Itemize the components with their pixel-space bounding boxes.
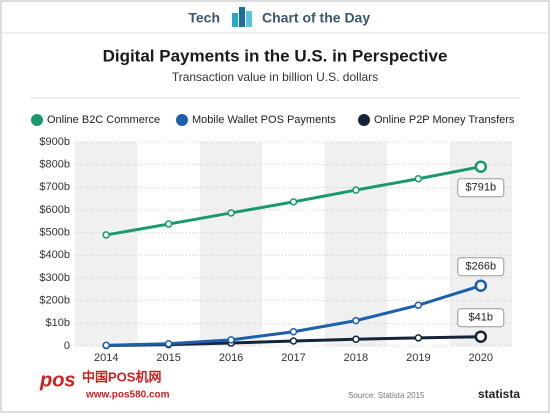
watermark-url: www.pos580.com bbox=[85, 390, 170, 401]
data-point bbox=[474, 279, 488, 292]
chart-subtitle: Transaction value in billion U.S. dollar… bbox=[172, 70, 378, 84]
data-point bbox=[102, 231, 110, 239]
value-label-box bbox=[457, 178, 505, 198]
y-tick-label: $500b bbox=[39, 227, 70, 239]
legend-swatch bbox=[176, 114, 188, 126]
value-label-box bbox=[457, 308, 505, 328]
data-point bbox=[414, 301, 423, 309]
data-point bbox=[352, 186, 360, 194]
data-point bbox=[102, 341, 110, 350]
x-tick-label: 2014 bbox=[94, 352, 118, 364]
data-point bbox=[289, 198, 298, 206]
brand-left: Tech bbox=[188, 10, 220, 26]
data-point bbox=[289, 327, 298, 336]
y-tick-label: $700b bbox=[39, 181, 70, 193]
column-band bbox=[199, 142, 263, 346]
legend-swatch bbox=[31, 114, 43, 126]
column-band bbox=[324, 142, 388, 346]
value-label: $41b bbox=[469, 312, 493, 324]
logo: statista bbox=[478, 387, 520, 401]
brand-icon bbox=[232, 7, 252, 27]
legend-label: Mobile Wallet POS Payments bbox=[192, 114, 336, 126]
source: Source: Statista 2015 bbox=[348, 391, 425, 400]
legend-label: Online B2C Commerce bbox=[47, 114, 160, 126]
data-point bbox=[164, 220, 173, 228]
y-tick-label: $400b bbox=[39, 249, 70, 261]
x-tick-label: 2018 bbox=[344, 352, 368, 364]
column-band bbox=[75, 142, 138, 346]
value-label: $791b bbox=[465, 182, 496, 194]
data-point bbox=[352, 316, 360, 325]
x-tick-label: 2015 bbox=[156, 352, 180, 364]
data-point bbox=[164, 339, 173, 348]
y-tick-label: $600b bbox=[39, 204, 70, 216]
legend-swatch bbox=[358, 114, 370, 126]
data-point bbox=[414, 174, 423, 183]
y-tick-label: $200b bbox=[39, 295, 70, 307]
x-tick-label: 2019 bbox=[406, 352, 430, 364]
watermark-logo: pos bbox=[39, 369, 76, 391]
x-tick-label: 2016 bbox=[219, 352, 243, 364]
chart-title: Digital Payments in the U.S. in Perspect… bbox=[103, 46, 448, 65]
brand-right: Chart of the Day bbox=[262, 10, 370, 26]
data-point bbox=[474, 330, 488, 343]
value-label: $266b bbox=[465, 261, 496, 273]
y-tick-label: $300b bbox=[39, 272, 70, 284]
data-point bbox=[227, 336, 235, 344]
y-tick-label: $800b bbox=[39, 159, 70, 171]
y-tick-label: $900b bbox=[39, 136, 70, 148]
data-point bbox=[474, 160, 488, 173]
data-point bbox=[352, 335, 360, 343]
x-tick-label: 2017 bbox=[281, 352, 305, 364]
data-point bbox=[227, 209, 235, 217]
legend-label: Online P2P Money Transfers bbox=[374, 114, 515, 126]
x-tick-label: 2020 bbox=[469, 352, 493, 364]
y-tick-label: 0 bbox=[64, 340, 70, 352]
data-point bbox=[414, 334, 423, 342]
watermark: 中国POS机网 bbox=[82, 369, 161, 384]
y-tick-label: $10b bbox=[46, 317, 70, 329]
data-point bbox=[289, 337, 298, 345]
value-label-box bbox=[457, 257, 505, 277]
